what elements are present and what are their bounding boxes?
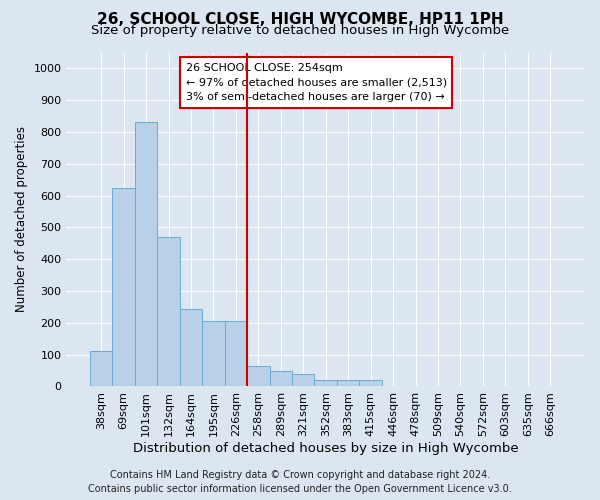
Bar — [224, 322, 247, 386]
Bar — [359, 380, 382, 386]
Bar — [337, 380, 359, 386]
Text: Size of property relative to detached houses in High Wycombe: Size of property relative to detached ho… — [91, 24, 509, 37]
Bar — [292, 374, 314, 386]
Y-axis label: Number of detached properties: Number of detached properties — [15, 126, 28, 312]
Bar — [269, 370, 292, 386]
Text: 26 SCHOOL CLOSE: 254sqm
← 97% of detached houses are smaller (2,513)
3% of semi-: 26 SCHOOL CLOSE: 254sqm ← 97% of detache… — [185, 62, 447, 102]
Text: Contains HM Land Registry data © Crown copyright and database right 2024.
Contai: Contains HM Land Registry data © Crown c… — [88, 470, 512, 494]
Bar — [247, 366, 269, 386]
X-axis label: Distribution of detached houses by size in High Wycombe: Distribution of detached houses by size … — [133, 442, 518, 455]
Bar — [314, 380, 337, 386]
Bar — [180, 308, 202, 386]
Bar — [135, 122, 157, 386]
Bar — [202, 322, 224, 386]
Bar — [112, 188, 135, 386]
Bar — [90, 352, 112, 386]
Text: 26, SCHOOL CLOSE, HIGH WYCOMBE, HP11 1PH: 26, SCHOOL CLOSE, HIGH WYCOMBE, HP11 1PH — [97, 12, 503, 28]
Bar — [157, 237, 180, 386]
